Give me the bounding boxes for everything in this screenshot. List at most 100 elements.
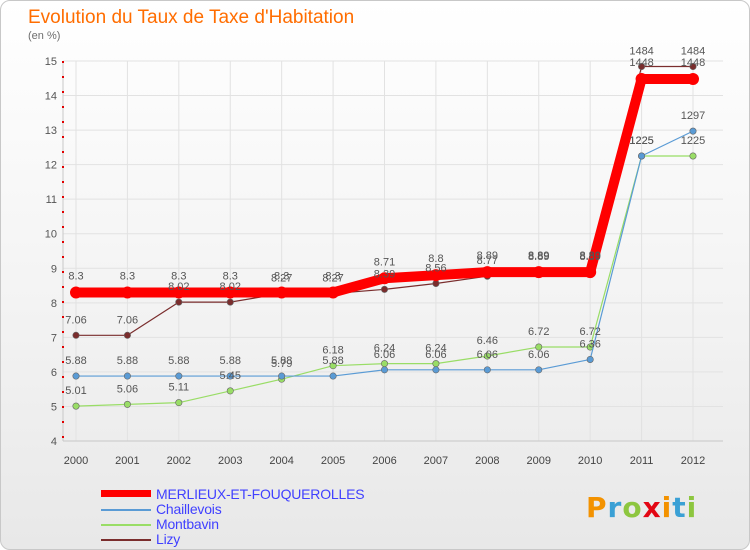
data-point [329,362,337,370]
x-tick-label: 2011 [630,455,654,467]
data-point [689,152,697,160]
logo-letter: i [686,491,698,524]
data-point [432,366,440,374]
data-point [123,372,131,380]
data-label: 6.46 [477,335,498,347]
data-label: 8.89 [579,251,600,263]
data-label: 5.06 [117,383,138,395]
x-tick-label: 2008 [475,455,499,467]
x-tick-label: 2007 [424,455,448,467]
data-point [635,72,648,85]
data-label: 5.79 [271,358,292,370]
data-point [432,279,440,287]
data-point [172,286,185,299]
data-point [226,298,234,306]
y-tick-label: 13 [45,125,57,137]
logo-letter: i [661,491,673,524]
data-point [535,343,543,351]
x-tick-label: 2012 [681,455,705,467]
data-label: 1484 [681,46,705,58]
legend-swatch [101,539,151,541]
data-labels: 8.3 8.3 8.3 8.3 8.3 8.3 8.71 8.8 8.89 8.89 8.89 144… [65,46,705,398]
data-point [689,127,697,135]
chart-title: Evolution du Taux de Taxe d'Habitation [28,7,355,28]
data-point [378,272,391,285]
data-point [532,266,545,279]
data-point [432,360,440,368]
y-tick-label: 9 [51,263,57,275]
data-point [687,72,699,85]
data-point [226,372,234,380]
x-tick-label: 2002 [167,455,191,467]
data-point [123,331,131,339]
data-label: 8.27 [271,272,292,284]
data-label: 5.88 [271,355,292,367]
x-tick-label: 2001 [115,455,139,467]
data-point [72,402,80,410]
data-label: 8.56 [425,262,446,274]
data-point [380,285,388,293]
data-point [226,387,234,395]
data-label: 6.06 [477,349,498,361]
data-label: 8.89 [579,250,600,262]
data-label: 5.11 [169,382,190,394]
x-tick-label: 2003 [218,455,242,467]
y-tick-label: 14 [45,91,57,103]
data-label: 5.88 [220,355,241,367]
data-point [483,352,491,360]
proxiti-logo[interactable]: Proxiti [586,491,697,524]
x-tick-label: 2004 [269,455,293,467]
legend-label: Lizy [156,531,181,547]
data-point [175,298,183,306]
legend-swatch [101,509,151,511]
data-point [535,366,543,374]
grid [63,60,723,442]
data-point [224,286,237,299]
data-label: 5.88 [65,355,86,367]
logo-letter: o [622,491,643,524]
data-label: 8.3 [120,270,135,282]
data-point [175,372,183,380]
data-point [278,372,286,380]
x-tick-label: 2009 [527,455,551,467]
data-label: 1448 [629,57,653,69]
data-point [689,63,697,71]
data-label: 1225 [629,135,653,147]
data-label: 1225 [681,135,705,147]
y-tick-label: 15 [45,56,57,68]
legend-swatch [101,524,151,526]
y-tick-label: 6 [51,367,57,379]
data-label: 1297 [681,110,705,122]
data-point [584,266,597,279]
data-point [72,331,80,339]
data-label: 5.88 [168,355,189,367]
data-label: 8.77 [477,255,498,267]
y-tick-label: 7 [51,332,57,344]
data-label: 8.02 [220,281,241,293]
legend-label: Chaillevois [156,501,222,517]
data-label: 7.06 [117,314,138,326]
data-label: 8.8 [428,253,443,265]
data-label: 7.06 [65,314,86,326]
data-label: 8.89 [528,251,549,263]
data-point [123,400,131,408]
data-label: 8.02 [168,281,189,293]
y-tick-label: 12 [45,160,57,172]
data-label: 6.06 [528,349,549,361]
y-tick-label: 8 [51,298,57,310]
data-point [380,366,388,374]
y-tick-label: 5 [51,401,57,413]
data-label: 5.01 [65,385,86,397]
data-label: 8.89 [477,250,498,262]
legend-swatch [101,490,151,497]
logo-letter: t [672,491,687,524]
data-label: 6.24 [425,343,446,355]
data-label: 6.06 [374,349,395,361]
data-point [70,286,82,299]
data-label: 8.3 [274,270,289,282]
data-point [72,372,80,380]
data-label: 6.06 [425,349,446,361]
data-point [175,399,183,407]
